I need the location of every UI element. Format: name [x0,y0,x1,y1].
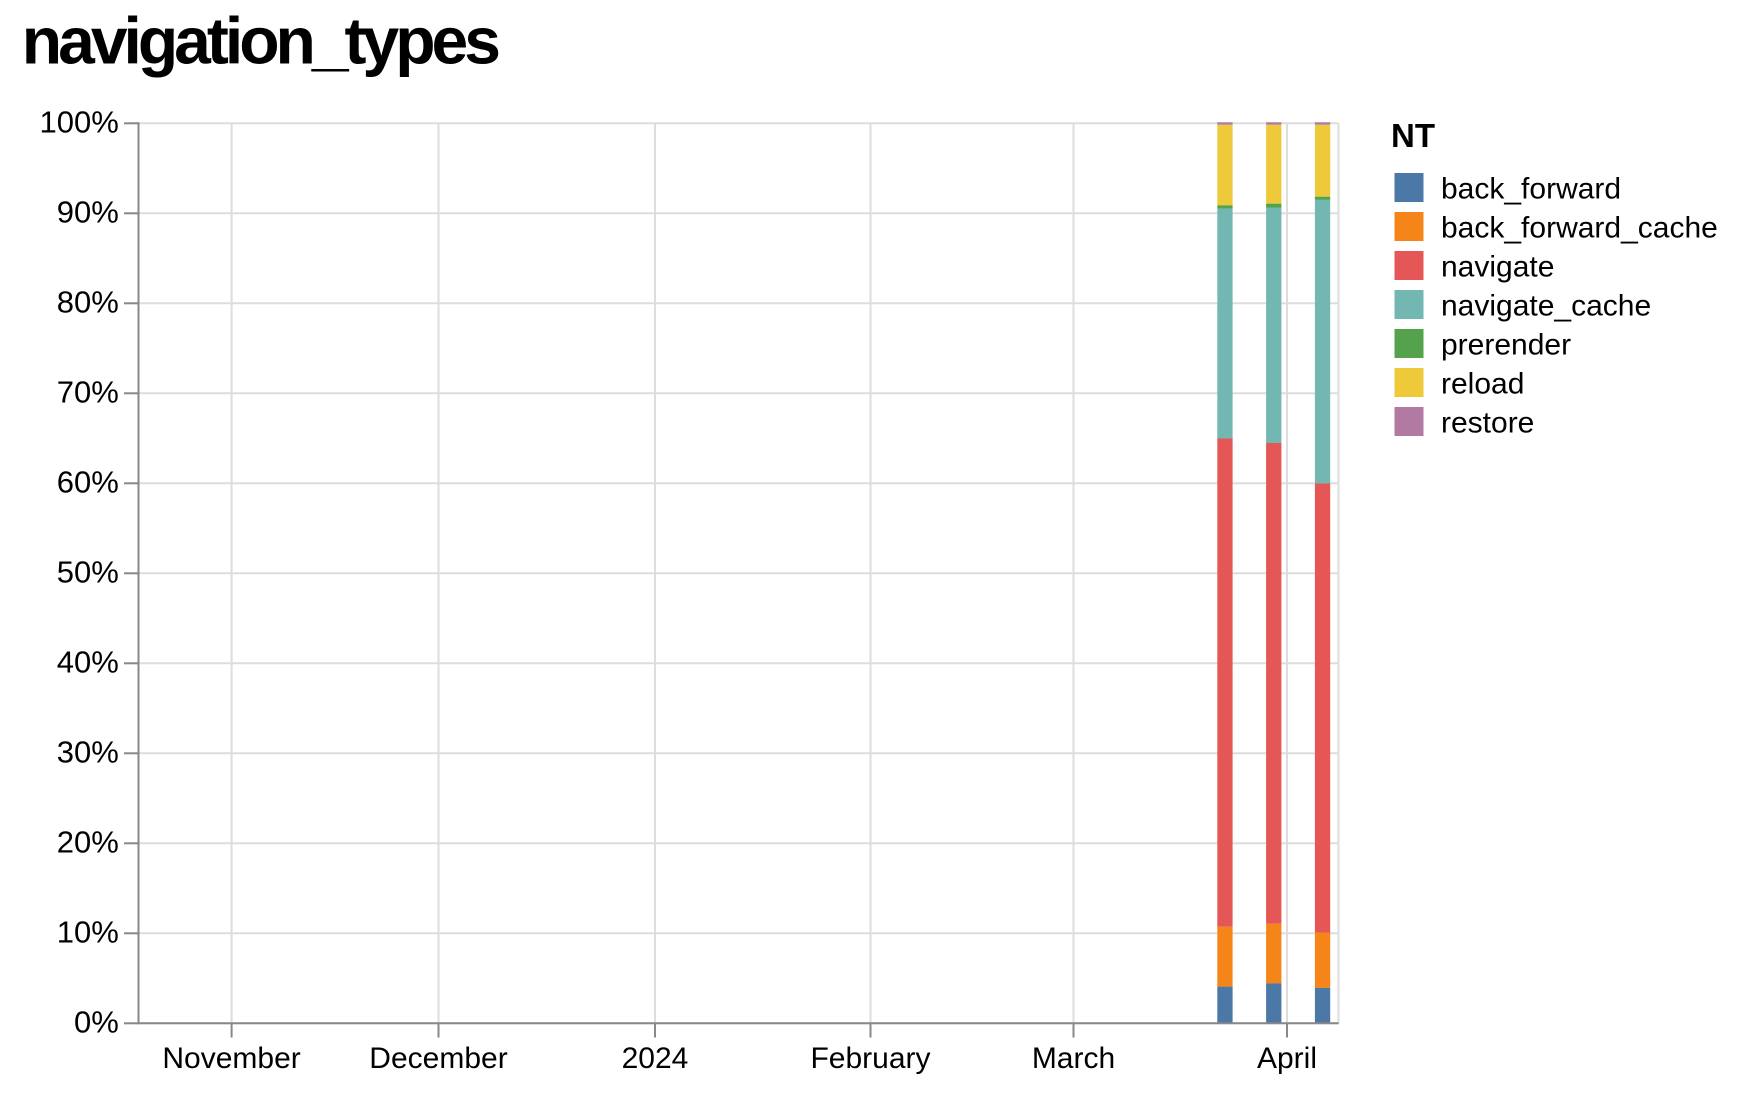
svg-text:40%: 40% [57,645,119,680]
svg-text:reload: reload [1441,368,1524,401]
svg-text:50%: 50% [57,555,119,590]
svg-text:10%: 10% [57,915,119,950]
svg-text:80%: 80% [57,285,119,320]
svg-text:March: March [1032,1042,1115,1075]
svg-text:back_forward_cache: back_forward_cache [1441,212,1718,245]
svg-text:70%: 70% [57,375,119,410]
svg-text:100%: 100% [40,105,119,140]
svg-text:November: November [162,1042,300,1075]
svg-text:60%: 60% [57,465,119,500]
svg-text:back_forward: back_forward [1441,173,1621,206]
svg-text:0%: 0% [74,1005,119,1040]
svg-text:February: February [810,1042,930,1075]
svg-text:NT: NT [1391,117,1435,154]
svg-text:December: December [369,1042,507,1075]
svg-text:90%: 90% [57,195,119,230]
svg-text:navigate_cache: navigate_cache [1441,290,1651,323]
svg-text:April: April [1257,1042,1317,1075]
svg-text:restore: restore [1441,407,1534,440]
svg-text:20%: 20% [57,825,119,860]
svg-text:30%: 30% [57,735,119,770]
svg-text:prerender: prerender [1441,329,1571,362]
svg-text:navigation_types: navigation_types [22,3,498,77]
svg-text:navigate: navigate [1441,251,1554,284]
svg-text:2024: 2024 [622,1042,689,1075]
